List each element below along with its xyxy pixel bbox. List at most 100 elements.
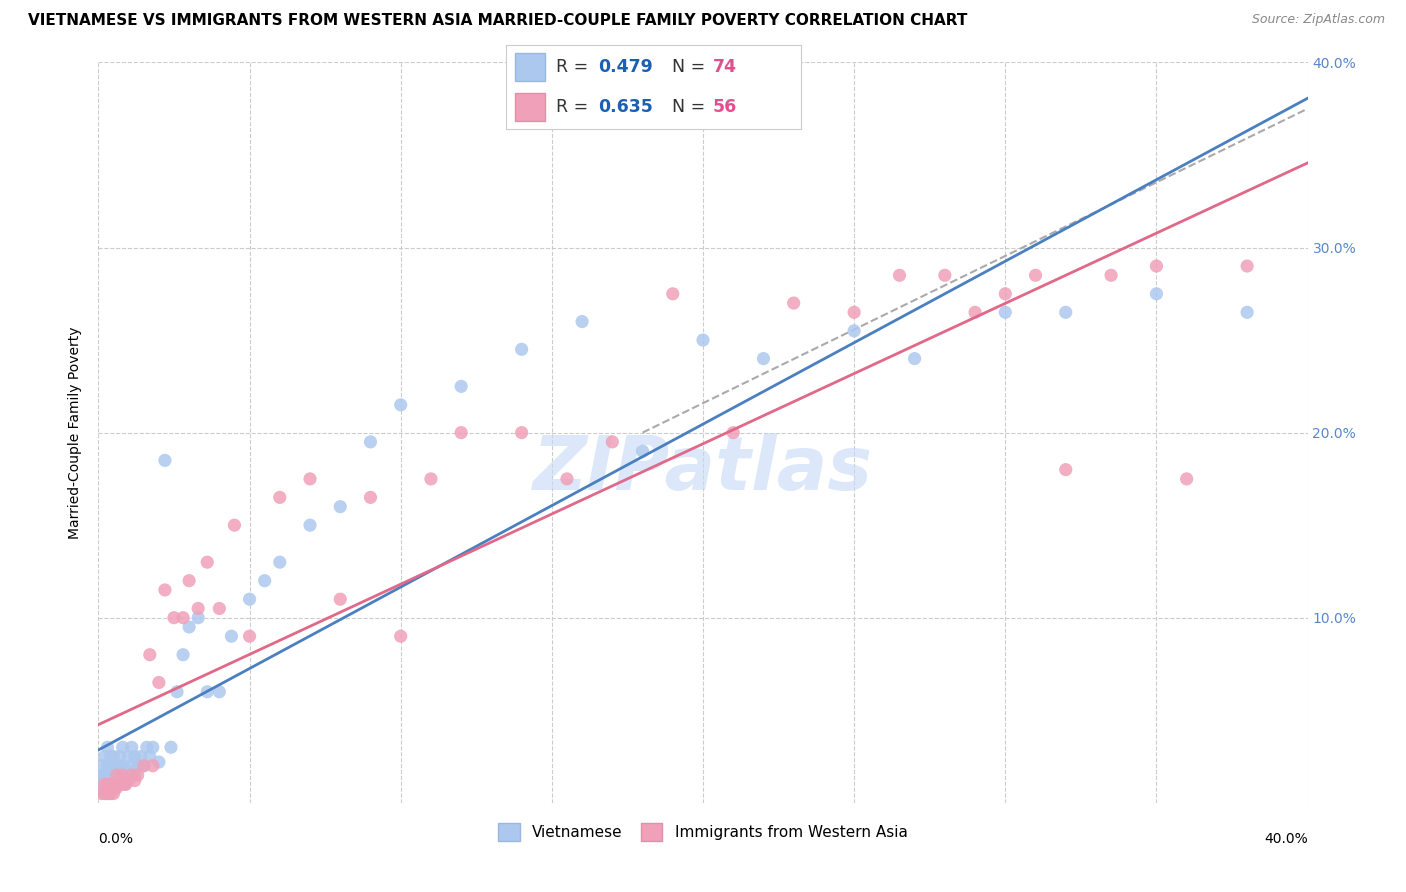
Point (103, 773, 125, 788)
Point (103, 780, 125, 795)
Point (105, 768, 128, 782)
Point (139, 648, 162, 662)
Point (111, 740, 134, 755)
Point (103, 777, 125, 791)
Point (124, 749, 146, 764)
Point (148, 755, 170, 769)
Point (904, 351, 927, 366)
Point (111, 768, 134, 782)
Point (389, 629, 412, 643)
Point (844, 305, 866, 319)
Point (100, 768, 122, 782)
Point (114, 777, 136, 791)
Point (114, 777, 136, 791)
Point (555, 472, 578, 486)
Text: 0.479: 0.479 (598, 58, 652, 76)
Point (100, 777, 122, 791)
Point (93, 787, 115, 801)
Point (100, 749, 122, 764)
Point (96, 740, 118, 755)
Text: 0.0%: 0.0% (98, 832, 134, 846)
Point (100, 787, 122, 801)
Point (360, 491, 382, 505)
Point (723, 425, 745, 440)
Point (187, 601, 209, 615)
Point (132, 758, 155, 772)
Point (179, 620, 201, 634)
Point (1236, 305, 1258, 319)
Point (783, 296, 806, 310)
Point (1144, 286, 1167, 301)
Y-axis label: Married-Couple Family Poverty: Married-Couple Family Poverty (69, 326, 83, 539)
Point (105, 758, 128, 772)
Point (103, 787, 125, 801)
Point (96, 787, 118, 801)
Point (208, 601, 231, 615)
Point (450, 425, 472, 440)
Point (96, 777, 118, 791)
Point (253, 574, 276, 588)
Point (1144, 259, 1167, 273)
Point (124, 768, 146, 782)
Point (132, 758, 155, 772)
Point (90, 787, 112, 801)
Point (160, 740, 183, 755)
Point (111, 758, 134, 772)
Point (148, 675, 170, 690)
Point (994, 286, 1017, 301)
Point (329, 500, 352, 514)
Point (163, 610, 186, 624)
Point (934, 268, 956, 283)
Point (1099, 268, 1122, 283)
Point (692, 333, 714, 347)
Text: 74: 74 (713, 58, 737, 76)
Point (121, 740, 143, 755)
Point (239, 592, 262, 607)
Point (889, 268, 911, 283)
Text: VIETNAMESE VS IMMIGRANTS FROM WESTERN ASIA MARRIED-COUPLE FAMILY POVERTY CORRELA: VIETNAMESE VS IMMIGRANTS FROM WESTERN AS… (28, 13, 967, 29)
Point (269, 491, 291, 505)
Point (118, 749, 141, 764)
Point (103, 749, 125, 764)
Point (224, 518, 246, 533)
Legend: Vietnamese, Immigrants from Western Asia: Vietnamese, Immigrants from Western Asia (492, 817, 914, 847)
Point (965, 305, 987, 319)
Point (100, 758, 122, 772)
Point (121, 758, 143, 772)
Point (661, 286, 683, 301)
Point (90, 758, 112, 772)
Point (1236, 259, 1258, 273)
Point (108, 749, 131, 764)
Point (111, 777, 134, 791)
Point (172, 610, 194, 624)
Point (299, 518, 322, 533)
Point (153, 582, 176, 597)
Point (844, 324, 866, 338)
Point (631, 444, 654, 458)
Point (510, 343, 533, 357)
Point (93, 768, 115, 782)
Text: 40.0%: 40.0% (1264, 832, 1308, 846)
Point (93, 787, 115, 801)
Point (93, 777, 115, 791)
Point (299, 472, 322, 486)
Text: N =: N = (672, 98, 710, 116)
Point (329, 592, 352, 607)
Point (135, 740, 157, 755)
Point (96, 777, 118, 791)
Point (139, 749, 162, 764)
Point (239, 629, 262, 643)
Point (129, 749, 152, 764)
Point (450, 379, 472, 393)
Point (269, 555, 291, 569)
Point (105, 777, 128, 791)
Point (1054, 462, 1077, 476)
Point (195, 555, 218, 569)
FancyBboxPatch shape (515, 93, 544, 120)
Point (96, 758, 118, 772)
Point (118, 768, 141, 782)
Text: N =: N = (672, 58, 710, 76)
Point (166, 685, 188, 699)
Point (142, 758, 165, 772)
Text: 56: 56 (713, 98, 737, 116)
